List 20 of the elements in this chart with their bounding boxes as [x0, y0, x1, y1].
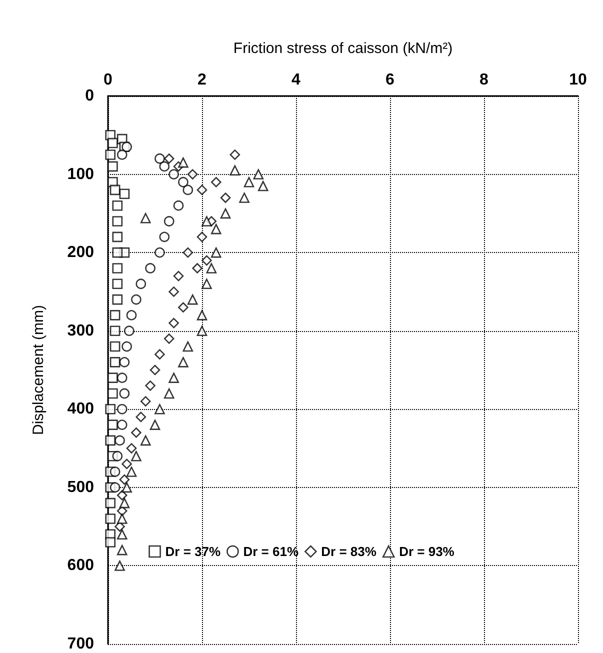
legend-label: Dr = 61%	[243, 544, 299, 559]
y-axis-title: Displacement (mm)	[30, 304, 47, 436]
y-tick-label: 500	[67, 478, 94, 496]
y-tick-label: 200	[67, 244, 94, 262]
legend-label: Dr = 37%	[165, 544, 222, 559]
y-tick-label: 600	[67, 557, 94, 574]
x-axis-title: Friction stress of caisson (kN/m²)	[233, 40, 453, 57]
y-tick-label: 700	[67, 636, 94, 652]
y-tick-label: 100	[67, 166, 94, 183]
x-tick-label: 10	[569, 72, 587, 88]
x-tick-label: 0	[104, 72, 113, 88]
x-tick-label: 2	[198, 72, 207, 88]
y-tick-label: 300	[67, 322, 94, 340]
y-tick-label: 0	[85, 88, 94, 104]
legend-label: Dr = 93%	[399, 544, 455, 559]
x-tick-label: 4	[292, 72, 301, 88]
x-tick-label: 6	[386, 72, 395, 88]
legend-label: Dr = 83%	[321, 544, 377, 559]
x-tick-label: 8	[480, 72, 489, 88]
y-tick-label: 400	[67, 400, 94, 418]
